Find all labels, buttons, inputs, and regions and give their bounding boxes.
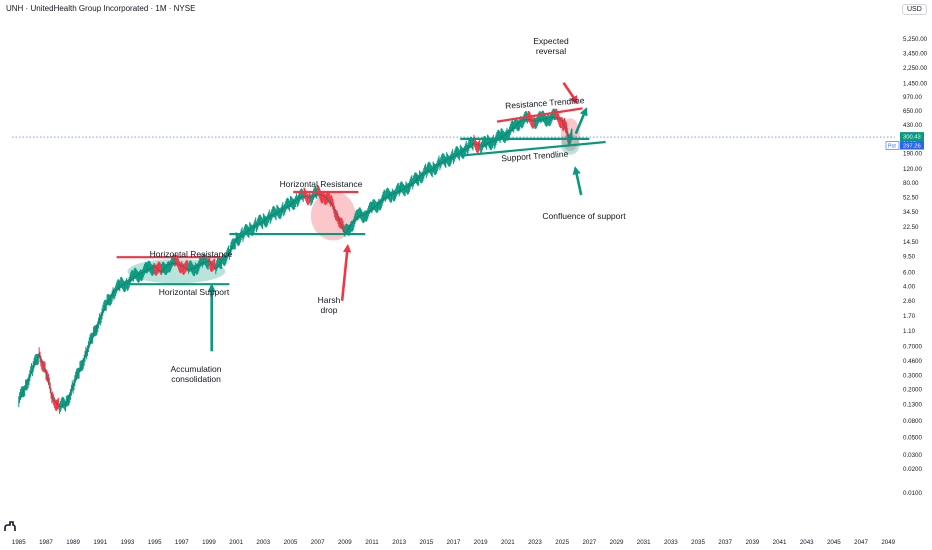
price-badge-label: Pot bbox=[888, 144, 896, 150]
annotation-harsh-drop: drop bbox=[320, 305, 337, 315]
last-price-value: 300.43 bbox=[903, 135, 921, 141]
x-tick-label: 2001 bbox=[229, 539, 243, 546]
x-tick-label: 2003 bbox=[256, 539, 270, 546]
x-tick-label: 2019 bbox=[474, 539, 488, 546]
price-badge bbox=[885, 141, 900, 150]
x-tick-label: 2041 bbox=[773, 539, 787, 546]
annotation-expected-reversal: reversal bbox=[536, 46, 566, 56]
y-tick-label: 80.00 bbox=[903, 180, 919, 187]
y-tick-label: 1.70 bbox=[903, 313, 916, 320]
x-tick-label: 2017 bbox=[447, 539, 461, 546]
y-tick-label: 2,250.00 bbox=[903, 65, 928, 72]
y-tick-label: 0.0300 bbox=[903, 452, 922, 459]
y-tick-label: 0.0500 bbox=[903, 434, 922, 441]
x-tick-label: 2009 bbox=[338, 539, 352, 546]
y-tick-label: 0.3000 bbox=[903, 373, 922, 380]
y-tick-label: 0.1300 bbox=[903, 401, 922, 408]
x-tick-label: 2029 bbox=[610, 539, 624, 546]
prev-price-value: 297.26 bbox=[903, 144, 921, 150]
y-tick-label: 120.00 bbox=[903, 166, 922, 173]
chart-title: UNH · UnitedHealth Group Incorporated · … bbox=[6, 4, 196, 13]
y-tick-label: 970.00 bbox=[903, 94, 922, 101]
x-tick-label: 2047 bbox=[854, 539, 868, 546]
y-tick-label: 650.00 bbox=[903, 108, 922, 115]
annotation-arrow bbox=[562, 82, 579, 105]
annotation-confluence-of-support: Confluence of support bbox=[542, 211, 626, 221]
x-tick-label: 2011 bbox=[365, 539, 379, 546]
y-tick-label: 9.50 bbox=[903, 254, 916, 261]
x-tick-label: 1997 bbox=[175, 539, 189, 546]
y-tick-label: 3,450.00 bbox=[903, 50, 928, 57]
x-tick-label: 2005 bbox=[284, 539, 298, 546]
x-tick-label: 2045 bbox=[827, 539, 841, 546]
prev-price-tag bbox=[900, 141, 924, 150]
y-tick-label: 14.50 bbox=[903, 239, 919, 246]
annotation-resistance-trendline: Resistance Trendline bbox=[505, 95, 585, 111]
y-tick-label: 0.7000 bbox=[903, 343, 922, 350]
x-tick-label: 1991 bbox=[93, 539, 107, 546]
y-tick-label: 0.4600 bbox=[903, 358, 922, 365]
y-tick-label: 1,450.00 bbox=[903, 80, 928, 87]
x-tick-label: 2039 bbox=[745, 539, 759, 546]
y-tick-label: 34.50 bbox=[903, 209, 919, 216]
y-tick-label: 1.10 bbox=[903, 328, 916, 335]
annotation-accumulation-consolidation: consolidation bbox=[171, 374, 221, 384]
x-tick-label: 2013 bbox=[392, 539, 406, 546]
annotation-arrow bbox=[340, 243, 352, 301]
y-tick-label: 4.00 bbox=[903, 283, 916, 290]
x-tick-label: 2021 bbox=[501, 539, 515, 546]
y-tick-label: 5,250.00 bbox=[903, 36, 928, 43]
x-tick-label: 2033 bbox=[664, 539, 678, 546]
y-tick-label: 430.00 bbox=[903, 122, 922, 129]
support-level-line bbox=[460, 140, 606, 157]
annotation-horizontal-resistance-2007: Horizontal Resistance bbox=[280, 179, 363, 189]
x-tick-label: 2015 bbox=[419, 539, 433, 546]
annotation-harsh-drop: Harsh bbox=[318, 295, 341, 305]
annotation-support-trendline: Support Trendline bbox=[501, 149, 569, 164]
price-series-line bbox=[18, 116, 573, 408]
annotation-expected-reversal: Expected bbox=[533, 36, 569, 46]
annotation-accumulation-consolidation: Accumulation bbox=[170, 364, 221, 374]
y-tick-label: 6.00 bbox=[903, 269, 916, 276]
x-tick-label: 2035 bbox=[691, 539, 705, 546]
y-tick-label: 0.0800 bbox=[903, 418, 922, 425]
x-tick-label: 2049 bbox=[881, 539, 895, 546]
resistance-level-line bbox=[496, 107, 583, 123]
x-tick-label: 1993 bbox=[121, 539, 135, 546]
x-tick-label: 2027 bbox=[582, 539, 596, 546]
y-tick-label: 190.00 bbox=[903, 150, 922, 157]
tradingview-logo-icon[interactable] bbox=[3, 519, 17, 533]
x-tick-label: 2007 bbox=[311, 539, 325, 546]
y-tick-label: 52.50 bbox=[903, 195, 919, 202]
currency-selector[interactable]: USD bbox=[902, 4, 927, 15]
y-tick-label: 0.0200 bbox=[903, 466, 922, 473]
x-tick-label: 2025 bbox=[555, 539, 569, 546]
x-tick-label: 2031 bbox=[637, 539, 651, 546]
x-tick-label: 1995 bbox=[148, 539, 162, 546]
x-tick-label: 1985 bbox=[12, 539, 26, 546]
annotation-horizontal-support: Horizontal Support bbox=[159, 287, 230, 297]
x-tick-label: 1989 bbox=[66, 539, 80, 546]
y-tick-label: 2.60 bbox=[903, 298, 916, 305]
x-tick-label: 2037 bbox=[718, 539, 732, 546]
x-tick-label: 2023 bbox=[528, 539, 542, 546]
x-tick-label: 1999 bbox=[202, 539, 216, 546]
y-tick-label: 0.2000 bbox=[903, 387, 922, 394]
annotation-arrow bbox=[574, 107, 588, 135]
x-tick-label: 1987 bbox=[39, 539, 53, 546]
y-tick-label: 22.50 bbox=[903, 224, 919, 231]
annotation-arrow bbox=[572, 166, 583, 196]
annotation-horizontal-resistance-1996: Horizontal Resistance bbox=[150, 249, 233, 259]
y-tick-label: 0.0100 bbox=[903, 490, 922, 497]
x-tick-label: 2043 bbox=[800, 539, 814, 546]
